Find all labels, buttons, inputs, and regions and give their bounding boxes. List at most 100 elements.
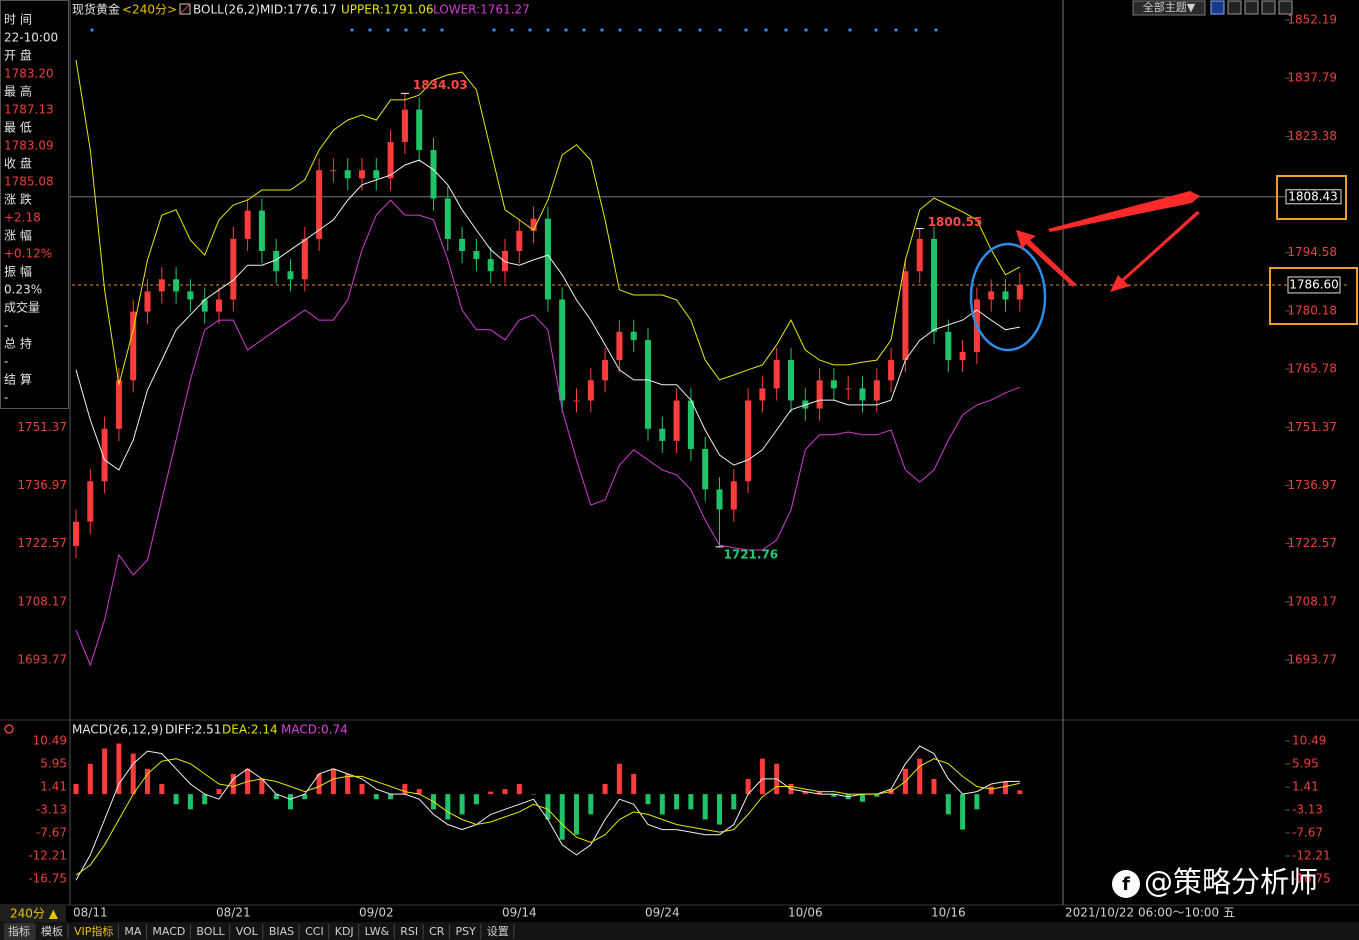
macd-bar <box>1017 790 1023 795</box>
period: <240分> <box>122 3 177 17</box>
extreme-label: 1800.55 <box>928 215 983 229</box>
macd-bar <box>73 784 79 795</box>
tab[interactable]: BOLL <box>196 925 225 938</box>
period-selector[interactable]: 240分 ▲ <box>10 907 59 921</box>
legend-macd: MACD:0.74 <box>281 723 348 737</box>
macd-bar <box>202 794 208 805</box>
tab-selected <box>4 923 34 940</box>
candle-body <box>1002 291 1009 300</box>
candle-body <box>473 251 480 260</box>
y-tick-label: 1837.79 <box>1287 71 1337 85</box>
theme-button[interactable] <box>1132 0 1206 16</box>
info-label: 最 低 <box>4 121 32 135</box>
last-price-box <box>1287 276 1341 294</box>
tab[interactable]: VIP指标 <box>74 924 113 938</box>
macd-bar <box>988 786 994 795</box>
candle-body <box>330 170 337 172</box>
tab[interactable]: PSY <box>455 925 476 938</box>
candle-body <box>845 388 852 390</box>
candle-body <box>559 299 566 401</box>
tab[interactable]: 指标 <box>8 924 30 938</box>
candle-body <box>344 170 351 179</box>
tab[interactable]: CR <box>429 925 445 938</box>
candle-body <box>988 291 995 300</box>
signal-dot <box>618 28 622 32</box>
watermark-logo <box>1112 870 1140 898</box>
icon-button[interactable] <box>1227 0 1242 15</box>
crosshair-price: 1808.43 <box>1288 189 1338 203</box>
tab[interactable]: BIAS <box>269 925 294 938</box>
signal-dot <box>718 28 722 32</box>
icon-button[interactable] <box>1278 0 1293 15</box>
candle-body <box>359 170 365 179</box>
candle-body <box>745 400 752 482</box>
candle-body <box>530 218 537 231</box>
info-value: - <box>4 355 8 369</box>
info-value: 1783.09 <box>4 139 54 153</box>
macd-bar <box>759 758 765 795</box>
info-label: 涨 跌 <box>4 192 32 207</box>
candle-body <box>430 150 437 199</box>
macd-bar <box>288 794 293 810</box>
macd-bar <box>945 794 951 815</box>
candle-body <box>888 360 895 381</box>
tab[interactable]: KDJ <box>335 925 354 938</box>
arrow <box>1016 230 1076 287</box>
macd-bar <box>616 763 622 795</box>
candle-body <box>945 331 952 361</box>
tab[interactable]: 设置 <box>487 925 509 938</box>
signal-dot <box>744 28 748 32</box>
candle-body <box>144 291 151 312</box>
macd-bar <box>817 791 823 795</box>
macd-bar <box>917 758 923 795</box>
candle-body <box>87 481 94 522</box>
y-tick-label: 1736.97 <box>1287 478 1337 492</box>
tab[interactable]: RSI <box>400 925 418 938</box>
y-tick-label: 1794.58 <box>1287 245 1337 259</box>
x-tick-label: 09/02 <box>359 906 394 920</box>
icon-button[interactable] <box>1244 0 1259 15</box>
info-label: 开 盘 <box>4 48 32 63</box>
candle-body <box>959 352 966 361</box>
candle-body <box>816 380 823 409</box>
y-tick-label: -7.67 <box>1292 826 1323 840</box>
y-tick-label-left: 1722.57 <box>17 536 67 550</box>
candle-body <box>659 428 666 441</box>
tab[interactable]: LW& <box>365 925 390 938</box>
signal-dot <box>440 28 444 32</box>
tab[interactable]: MA <box>124 925 141 938</box>
signal-dot <box>848 28 852 32</box>
y-tick-label-left: -7.67 <box>36 826 67 840</box>
macd-indicator: MACD(26,12,9) <box>72 723 163 737</box>
tab[interactable]: VOL <box>236 925 259 938</box>
signal-dot <box>934 28 938 32</box>
macd-bar <box>187 794 193 810</box>
y-tick-label: 1708.17 <box>1287 594 1337 608</box>
candle-body <box>216 299 222 312</box>
macd-bar <box>745 778 751 795</box>
candle-body <box>187 291 194 300</box>
macd-bar <box>316 773 322 795</box>
info-value: 1783.20 <box>4 67 54 81</box>
info-label: 涨 幅 <box>4 228 32 243</box>
candle-body <box>173 279 180 292</box>
candle-body <box>301 238 308 280</box>
macd-bar <box>230 773 236 795</box>
symbol: 现货黄金 <box>72 2 120 17</box>
candle-body <box>287 271 294 280</box>
tab[interactable]: CCI <box>305 925 324 938</box>
tab[interactable]: MACD <box>152 925 185 938</box>
watermark: f @策略分析师 <box>1112 865 1318 899</box>
x-tick-label: 09/14 <box>502 906 537 920</box>
candle-body <box>902 271 909 361</box>
macd-bar <box>488 791 494 795</box>
y-tick-label-left: 1736.97 <box>17 478 67 492</box>
signal-dot <box>824 28 828 32</box>
macd-bar <box>273 794 279 800</box>
tab[interactable]: 模板 <box>41 924 63 938</box>
icon-button[interactable] <box>1261 0 1276 15</box>
theme-button-label[interactable]: 全部主题▼ <box>1143 0 1196 14</box>
icon-button[interactable] <box>1210 0 1225 15</box>
indicator-icon-line <box>179 3 191 15</box>
info-value: - <box>4 391 8 405</box>
